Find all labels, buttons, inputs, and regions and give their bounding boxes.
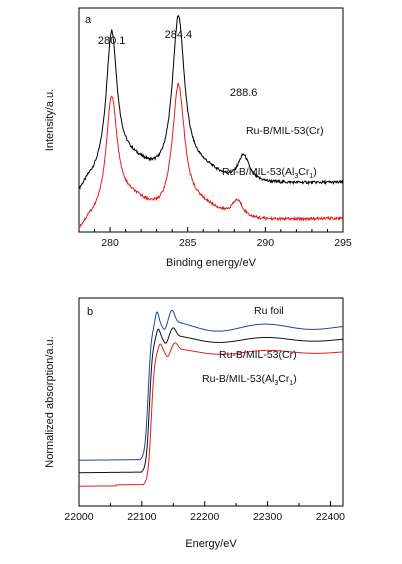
panel-a-legend-al3cr1: Ru-B/MIL-53(Al3Cr1) <box>222 166 317 180</box>
panel-a-peak-labels: 280.1 284.4 288.6 <box>98 29 258 99</box>
panel-a-x-tick-label: 295 <box>334 237 352 249</box>
panel-b-legend-cr: Ru-B/MIL-53(Cr) <box>219 349 297 361</box>
panel-b-tick-labels: 22000 22100 22200 22300 22400 <box>64 511 345 523</box>
panel-a-x-tick-label: 290 <box>257 237 275 249</box>
panel-b-label: b <box>87 306 93 318</box>
panel-a-tick-labels: 280 285 290 295 <box>101 237 352 249</box>
panel-b-legend-al3cr1: Ru-B/MIL-53(Al3Cr1) <box>202 373 297 387</box>
panel-b-legend-ru-foil: Ru foil <box>254 305 284 317</box>
panel-b-x-tick-label: 22000 <box>64 511 93 523</box>
panel-b-frame <box>78 297 344 507</box>
panel-a-series <box>78 14 344 229</box>
panel-b-x-tick-label: 22200 <box>190 511 219 523</box>
panel-b-x-tick-label: 22100 <box>127 511 156 523</box>
panel-a-peak-label: 284.4 <box>165 29 193 41</box>
panel-b-x-tick-label: 22400 <box>316 511 345 523</box>
panel-a-legend-cr: Ru-B/MIL-53(Cr) <box>246 125 324 137</box>
panel-a-peak-label: 288.6 <box>230 87 258 99</box>
panel-b-xlabel: Energy/eV <box>185 538 237 550</box>
panel-a-peak-label: 280.1 <box>98 35 126 47</box>
panel-a: 280 285 290 295 a 280.1 284.4 288.6 Ru-B/MIL-… <box>44 7 352 269</box>
panel-a-frame <box>78 7 344 233</box>
panel-a-label: a <box>85 14 92 26</box>
panel-a-series-line <box>78 81 344 229</box>
panel-b-series-line <box>79 342 344 487</box>
panel-a-series-line <box>78 14 344 190</box>
panel-a-ylabel: Intensity/a.u. <box>44 89 56 151</box>
panel-b-series-line <box>79 327 344 474</box>
panel-a-x-tick-label: 280 <box>101 237 119 249</box>
panel-b: 22000 22100 22200 22300 22400 b Ru foil Ru-B… <box>44 297 345 550</box>
panel-b-series-line <box>79 309 344 461</box>
panel-a-ticks <box>78 227 344 232</box>
panel-a-x-tick-label: 285 <box>179 237 197 249</box>
panel-b-ticks <box>78 501 331 506</box>
panel-a-xlabel: Binding energy/eV <box>166 257 257 269</box>
panel-b-x-tick-label: 22300 <box>253 511 282 523</box>
panel-b-ylabel: Normalized absorption/a.u. <box>44 336 56 467</box>
panel-b-series <box>79 309 344 487</box>
